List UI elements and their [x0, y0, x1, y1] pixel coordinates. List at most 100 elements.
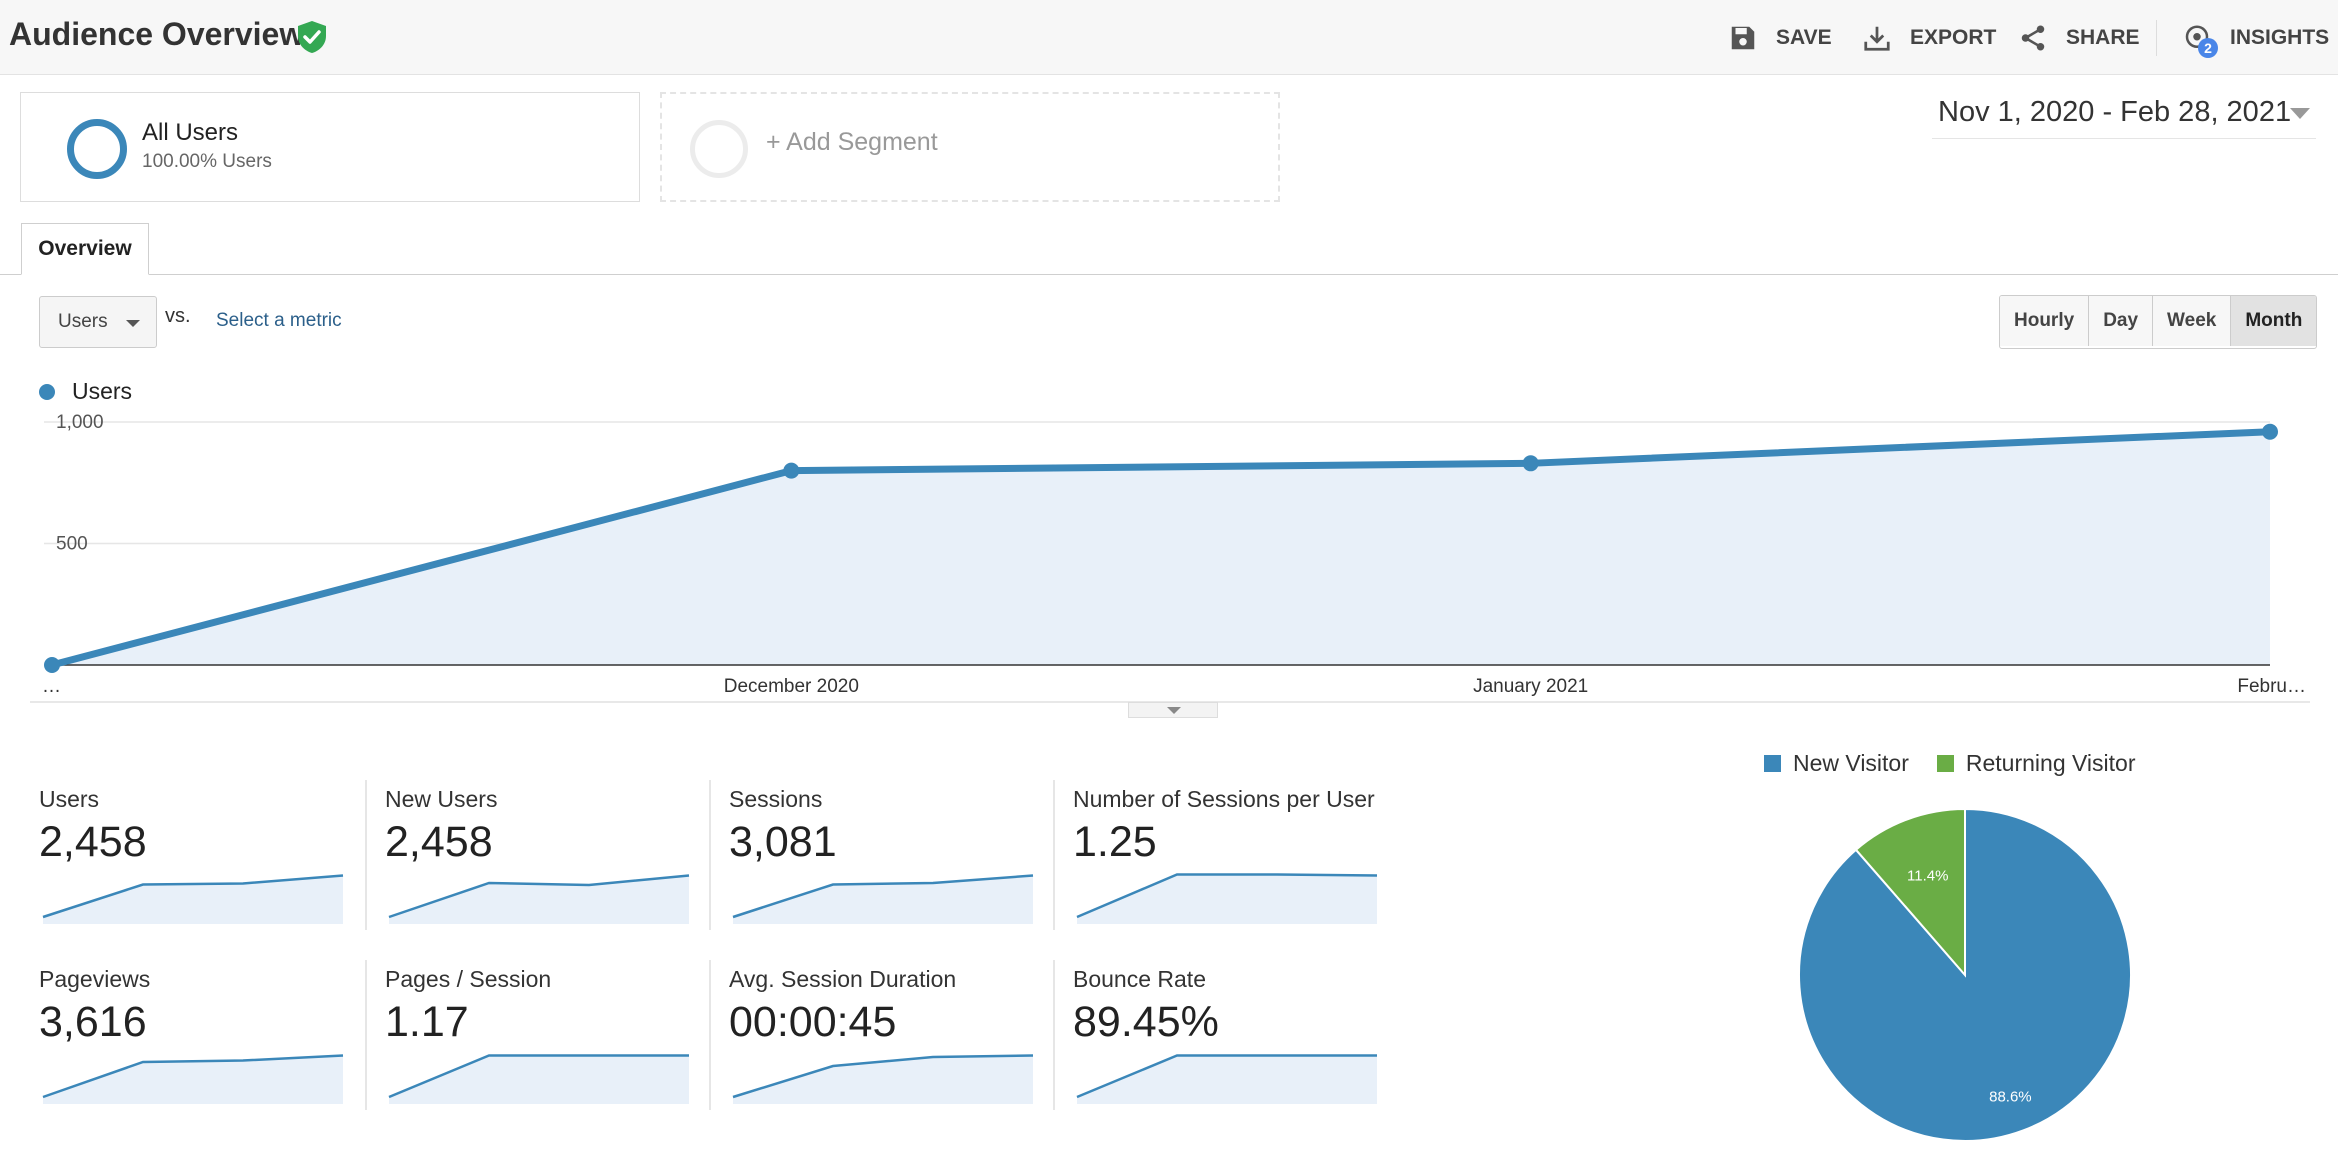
scorecard-sparkline [1076, 1054, 1377, 1104]
scorecard-label: Sessions [729, 786, 823, 812]
scorecard-sparkline [42, 874, 344, 924]
add-segment-label: + Add Segment [766, 128, 938, 156]
export-button[interactable]: EXPORT [1862, 20, 1996, 56]
header-bar: Audience Overview SAVE EXPORT SHARE INSI [0, 0, 2338, 75]
scorecard[interactable]: Number of Sessions per User 1.25 [1053, 780, 1395, 930]
legend-new-visitor: New Visitor [1764, 750, 1909, 777]
sparkline-line [42, 874, 344, 919]
legend-returning-visitor-label: Returning Visitor [1965, 750, 2136, 776]
scorecard-label: New Users [385, 786, 498, 812]
chart-collapse-handle[interactable] [1128, 702, 1218, 718]
scorecard-value: 2,458 [385, 818, 493, 866]
export-label: EXPORT [1910, 26, 1997, 49]
metric-dropdown[interactable]: Users [39, 296, 157, 348]
scorecard-sparkline [388, 874, 690, 924]
scorecard-sparkline [1076, 873, 1378, 924]
users-data-point[interactable] [1522, 455, 1539, 472]
scorecard-value: 2,458 [39, 818, 147, 866]
legend-new-visitor-label: New Visitor [1793, 750, 1909, 776]
y-tick-label: 500 [56, 534, 88, 555]
scorecard-value: 89.45% [1073, 998, 1219, 1046]
vs-label: vs. [165, 305, 191, 327]
sparkline-line [388, 1054, 689, 1099]
pie-legend: New Visitor Returning Visitor [1764, 750, 2136, 777]
sparkline-line [732, 874, 1034, 919]
x-tick-label: December 2020 [724, 676, 859, 697]
scorecard[interactable]: Sessions 3,081 [709, 780, 1051, 930]
segment-subtitle: 100.00% Users [142, 151, 272, 172]
granularity-hourly-button[interactable]: Hourly [2000, 296, 2090, 346]
insights-icon [2185, 25, 2209, 48]
users-data-point[interactable] [44, 657, 60, 673]
scorecard-label: Avg. Session Duration [729, 966, 957, 992]
sparkline-line [1076, 1054, 1377, 1099]
scorecard-label: Bounce Rate [1073, 966, 1206, 992]
export-icon [1864, 26, 1890, 51]
scorecard[interactable]: Pageviews 3,616 [39, 960, 379, 1110]
segment-all-users[interactable]: All Users 100.00% Users [20, 92, 640, 202]
scorecard-label: Users [39, 786, 100, 812]
legend-users-dot [39, 384, 55, 400]
sparkline-line [388, 874, 690, 919]
granularity-week-button[interactable]: Week [2153, 296, 2232, 346]
scorecard[interactable]: Pages / Session 1.17 [365, 960, 707, 1110]
sparkline-area [1077, 874, 1377, 924]
add-segment-ring-icon [690, 120, 748, 178]
save-label: SAVE [1776, 26, 1832, 49]
sparkline-area [389, 875, 689, 924]
pie-slice[interactable] [1854, 807, 1966, 978]
save-button[interactable]: SAVE [1728, 20, 1832, 56]
granularity-month-button[interactable]: Month [2231, 296, 2317, 346]
visitor-pie-chart: 88.6% 11.4% [1798, 807, 2132, 1142]
sparkline-area [43, 875, 343, 924]
sparkline-area [43, 1055, 343, 1104]
legend-swatch [1764, 755, 1781, 772]
scorecard-sparkline [732, 874, 1034, 924]
users-series-line [48, 428, 2274, 669]
scorecard-label: Pages / Session [385, 966, 552, 992]
granularity-toggle: Hourly Day Week Month [1999, 295, 2318, 349]
tab-overview[interactable]: Overview [21, 223, 149, 275]
granularity-day-button[interactable]: Day [2089, 296, 2154, 346]
share-button[interactable]: SHARE [2018, 20, 2140, 56]
scorecard-sparkline [42, 1054, 344, 1104]
sparkline-area [733, 1055, 1033, 1104]
chevron-down-icon [2290, 108, 2310, 119]
x-tick-label: January 2021 [1473, 676, 1588, 697]
add-segment-button[interactable]: + Add Segment [660, 92, 1280, 202]
sparkline-area [1077, 1055, 1377, 1104]
segment-ring-icon [67, 119, 127, 179]
users-area [52, 431, 2270, 665]
users-data-point[interactable] [2262, 423, 2278, 440]
scorecard[interactable]: Bounce Rate 89.45% [1053, 960, 1395, 1110]
scorecard-label: Number of Sessions per User [1073, 786, 1375, 812]
users-data-point[interactable] [783, 462, 800, 479]
date-range-picker[interactable]: Nov 1, 2020 - Feb 28, 2021 [1932, 92, 2316, 139]
users-line-chart: 1,000 500 … December 2020 January 2021 Febru… [30, 412, 2310, 703]
legend-users-label: Users [72, 378, 133, 404]
sparkline-area [733, 875, 1033, 924]
scorecard[interactable]: Avg. Session Duration 00:00:45 [709, 960, 1051, 1110]
x-tick-label: Febru… [2237, 676, 2306, 697]
header-divider [2156, 20, 2157, 56]
share-icon [2021, 25, 2045, 51]
pie-slice-label: 11.4% [1907, 868, 1948, 885]
verified-shield-icon [298, 21, 326, 53]
caret-down-icon [126, 320, 140, 327]
insights-button[interactable]: INSIGHTS [2182, 20, 2329, 56]
select-metric-link[interactable]: Select a metric [216, 310, 342, 331]
scorecard-value: 1.17 [385, 998, 469, 1046]
segment-name: All Users [142, 119, 239, 146]
scorecard[interactable]: New Users 2,458 [365, 780, 707, 930]
scorecard-value: 00:00:45 [729, 998, 897, 1046]
legend-swatch [1936, 755, 1954, 772]
scorecard-value: 3,081 [729, 818, 837, 866]
sparkline-line [732, 1054, 1034, 1099]
x-tick-label: … [42, 676, 61, 697]
pie-slice-label: 88.6% [1989, 1088, 2032, 1105]
scorecard-sparkline [732, 1054, 1034, 1104]
sparkline-area [389, 1055, 689, 1104]
scorecard[interactable]: Users 2,458 [39, 780, 379, 930]
scorecard-value: 1.25 [1073, 818, 1157, 866]
y-tick-label: 1,000 [56, 412, 104, 433]
